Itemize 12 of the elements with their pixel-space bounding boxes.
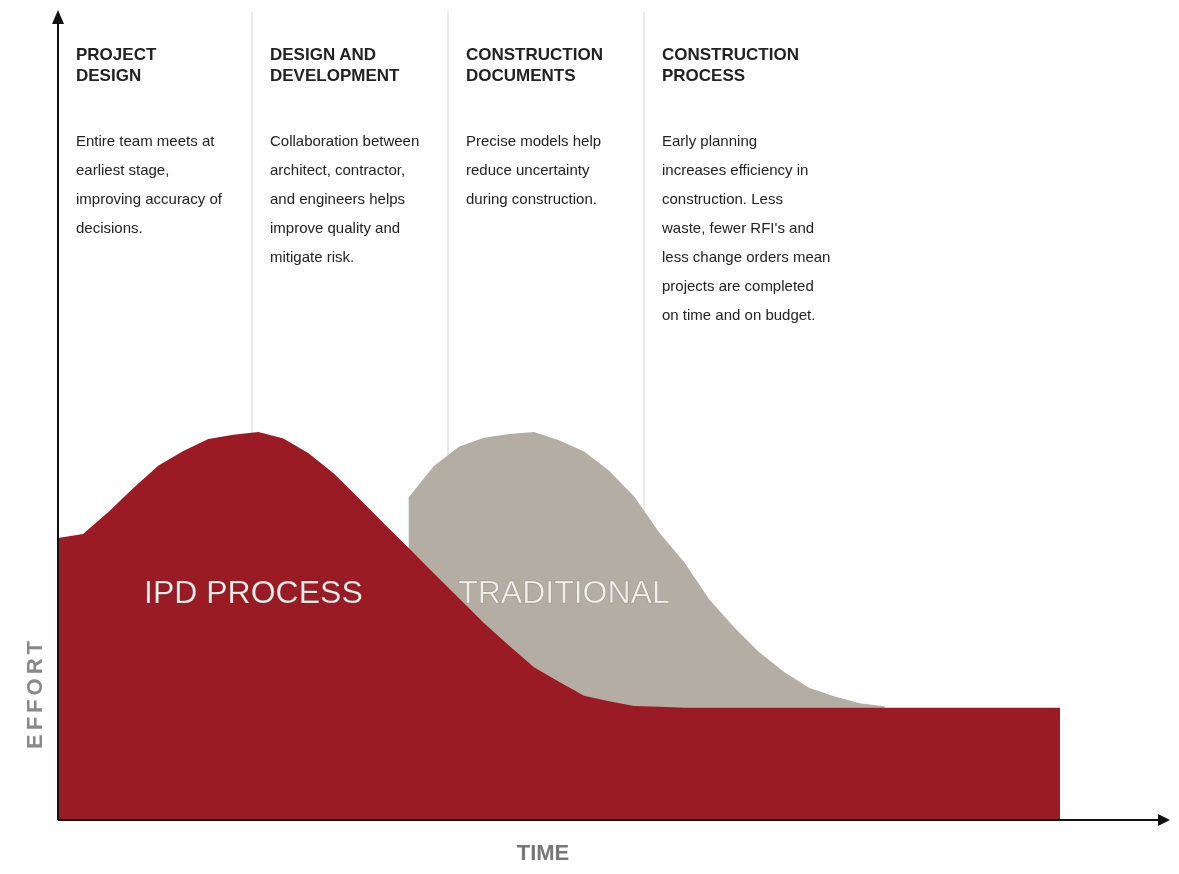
y-axis-title: EFFORT <box>22 637 47 749</box>
x-axis-title: TIME <box>516 840 570 865</box>
text: DESIGN AND DEVELOPMENT <box>270 45 401 85</box>
text: Early planning increases efficiency in construction. Less waste, fewer RFI's and less change orders mean projects are completed on time and on budget. <box>661 132 831 323</box>
text: PROJECT DESIGN <box>76 45 157 85</box>
series-label: TRADITIONAL <box>458 573 670 610</box>
text: Precise models help reduce uncertainty during construction. <box>466 132 602 207</box>
text: Collaboration between architect, contractor, and engineers helps improve quality and mitigate risk. <box>270 132 420 265</box>
text: CONSTRUCTION DOCUMENTS <box>466 45 603 85</box>
text: Entire team meets at earliest stage, improving accuracy of decisions. <box>76 132 223 236</box>
text: CONSTRUCTION PROCESS <box>662 45 799 85</box>
series-label: IPD PROCESS <box>144 573 363 610</box>
